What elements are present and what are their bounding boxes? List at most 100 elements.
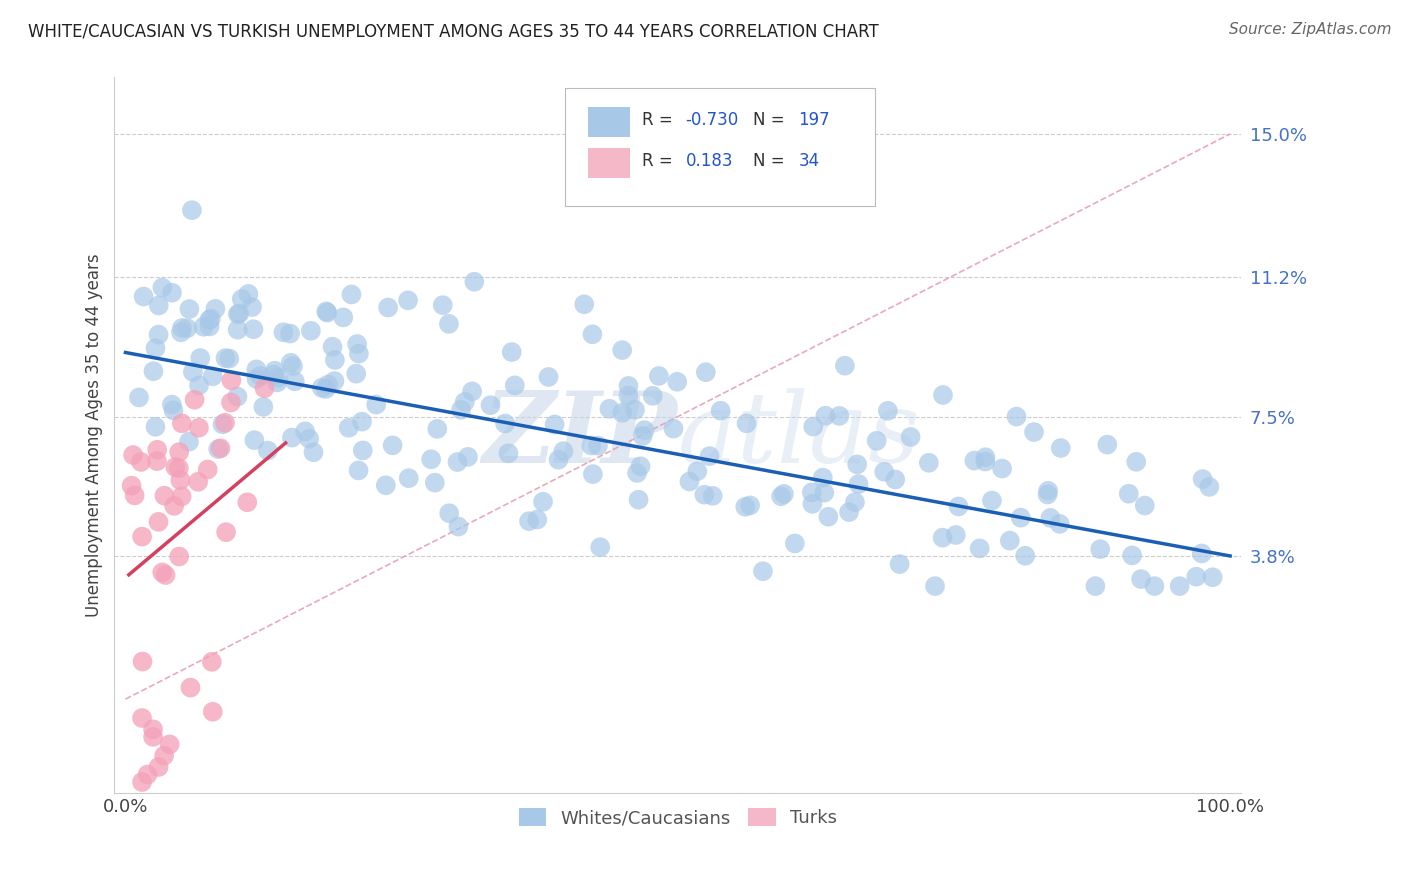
Point <box>838 505 860 519</box>
Point <box>214 351 236 365</box>
Point <box>176 321 198 335</box>
Point <box>446 455 468 469</box>
Point <box>198 319 221 334</box>
Point <box>738 499 761 513</box>
Point <box>834 359 856 373</box>
Point <box>924 579 946 593</box>
Point <box>337 421 360 435</box>
Text: WHITE/CAUCASIAN VS TURKISH UNEMPLOYMENT AMONG AGES 35 TO 44 YEARS CORRELATION CH: WHITE/CAUCASIAN VS TURKISH UNEMPLOYMENT … <box>28 22 879 40</box>
Point <box>586 439 609 453</box>
Point <box>543 417 565 432</box>
Point <box>631 429 654 443</box>
Text: 0.183: 0.183 <box>686 153 733 170</box>
Point <box>266 376 288 390</box>
Point <box>153 748 176 763</box>
Point <box>136 767 159 781</box>
Point <box>641 389 664 403</box>
Point <box>1191 546 1213 560</box>
Point <box>281 359 304 373</box>
Point <box>773 487 796 501</box>
Point <box>124 488 146 502</box>
Point <box>662 422 685 436</box>
Point <box>981 493 1004 508</box>
Point <box>150 280 173 294</box>
Point <box>612 343 634 357</box>
Point <box>963 453 986 467</box>
Point <box>347 463 370 477</box>
Point <box>131 711 153 725</box>
Point <box>242 322 264 336</box>
Point <box>1010 510 1032 524</box>
Point <box>581 439 603 453</box>
Point <box>122 448 145 462</box>
Point <box>398 471 420 485</box>
Point <box>1049 516 1071 531</box>
Point <box>188 351 211 365</box>
Point <box>617 388 640 402</box>
Point <box>931 531 953 545</box>
Point <box>273 326 295 340</box>
Point <box>165 460 187 475</box>
Point <box>142 730 165 744</box>
Point <box>678 475 700 489</box>
Point <box>783 536 806 550</box>
Point <box>201 655 224 669</box>
Point <box>315 382 337 396</box>
FancyBboxPatch shape <box>565 88 875 206</box>
Point <box>243 433 266 447</box>
Point <box>228 307 250 321</box>
Point <box>245 362 267 376</box>
Point <box>267 370 290 384</box>
Point <box>263 368 285 382</box>
Point <box>169 473 191 487</box>
Point <box>148 760 170 774</box>
Point <box>381 438 404 452</box>
Point <box>1084 579 1107 593</box>
Point <box>1125 455 1147 469</box>
Point <box>284 374 307 388</box>
Point <box>1168 579 1191 593</box>
Point <box>626 466 648 480</box>
Point <box>531 495 554 509</box>
Point <box>547 452 569 467</box>
Point <box>198 313 221 327</box>
Point <box>219 395 242 409</box>
Point <box>498 446 520 460</box>
Point <box>207 442 229 456</box>
Text: N =: N = <box>754 153 785 170</box>
Point <box>1198 480 1220 494</box>
Point <box>1097 437 1119 451</box>
Point <box>245 372 267 386</box>
Point <box>226 323 249 337</box>
Legend: Whites/Caucasians, Turks: Whites/Caucasians, Turks <box>512 801 844 834</box>
Point <box>179 301 201 316</box>
Point <box>221 373 243 387</box>
Point <box>197 462 219 476</box>
Text: N =: N = <box>754 112 785 129</box>
Point <box>828 409 851 423</box>
Point <box>627 492 650 507</box>
Point <box>249 369 271 384</box>
Point <box>148 298 170 312</box>
Point <box>167 445 190 459</box>
Point <box>437 506 460 520</box>
Point <box>801 497 824 511</box>
Point <box>188 378 211 392</box>
Point <box>589 540 612 554</box>
Point <box>347 346 370 360</box>
Point <box>299 324 322 338</box>
Point <box>848 477 870 491</box>
Point <box>302 445 325 459</box>
Point <box>800 485 823 500</box>
Point <box>1090 542 1112 557</box>
Point <box>998 533 1021 548</box>
Point <box>187 475 209 489</box>
Point <box>693 488 716 502</box>
Text: 34: 34 <box>799 153 820 170</box>
Point <box>209 442 232 456</box>
Point <box>630 459 652 474</box>
Point <box>710 403 733 417</box>
Point <box>1185 570 1208 584</box>
Point <box>1036 487 1059 501</box>
Point <box>226 307 249 321</box>
